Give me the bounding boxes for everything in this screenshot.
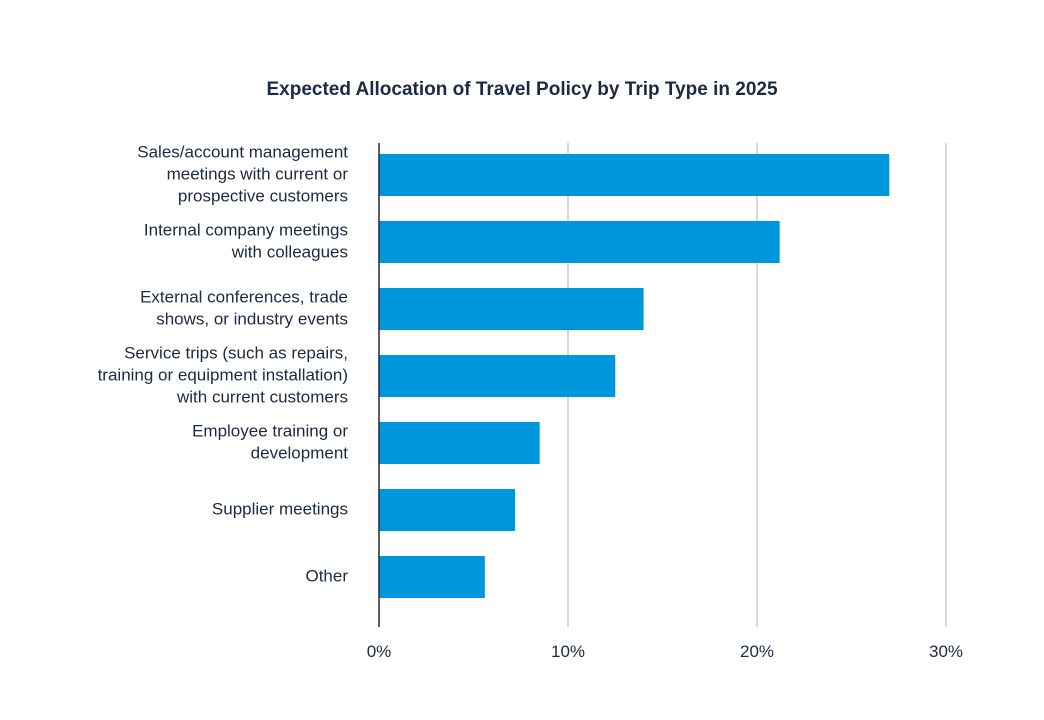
bar-5: [379, 489, 516, 531]
category-label-2: External conferences, trade shows, or ind…: [140, 287, 348, 328]
bar-6: [379, 556, 485, 598]
category-label-line: prospective customers: [178, 186, 348, 205]
x-tick-label-20: 20%: [740, 642, 774, 661]
x-tick-label-30: 30%: [929, 642, 963, 661]
category-label-line: training or equipment installation): [98, 365, 348, 384]
bar-2: [379, 288, 644, 330]
category-label-3: Service trips (such as repairs, training …: [98, 343, 348, 406]
category-label-line: Supplier meetings: [212, 499, 348, 518]
category-label-line: Other: [305, 566, 348, 585]
category-label-4: Employee training or development: [192, 421, 348, 462]
category-label-5: Supplier meetings: [212, 499, 348, 518]
x-tick-label-10: 10%: [551, 642, 585, 661]
category-label-line: Sales/account management: [137, 142, 348, 161]
category-label-line: with current customers: [176, 387, 348, 406]
category-label-line: External conferences, trade: [140, 287, 348, 306]
category-label-6: Other: [305, 566, 348, 585]
bar-1: [379, 221, 780, 263]
category-label-line: Internal company meetings: [144, 220, 348, 239]
category-label-line: shows, or industry events: [156, 309, 348, 328]
category-label-0: Sales/account management meetings with cu…: [137, 142, 348, 205]
category-label-line: Service trips (such as repairs,: [124, 343, 348, 362]
bar-0: [379, 154, 890, 196]
category-label-line: with colleagues: [231, 242, 348, 261]
category-label-line: Employee training or: [192, 421, 348, 440]
x-tick-label-0: 0%: [367, 642, 392, 661]
chart-title: Expected Allocation of Travel Policy by …: [266, 79, 778, 100]
category-label-line: meetings with current or: [167, 164, 349, 183]
category-label-line: development: [251, 443, 349, 462]
category-label-1: Internal company meetings with colleagues: [144, 220, 348, 261]
bar-4: [379, 422, 540, 464]
bar-3: [379, 355, 616, 397]
